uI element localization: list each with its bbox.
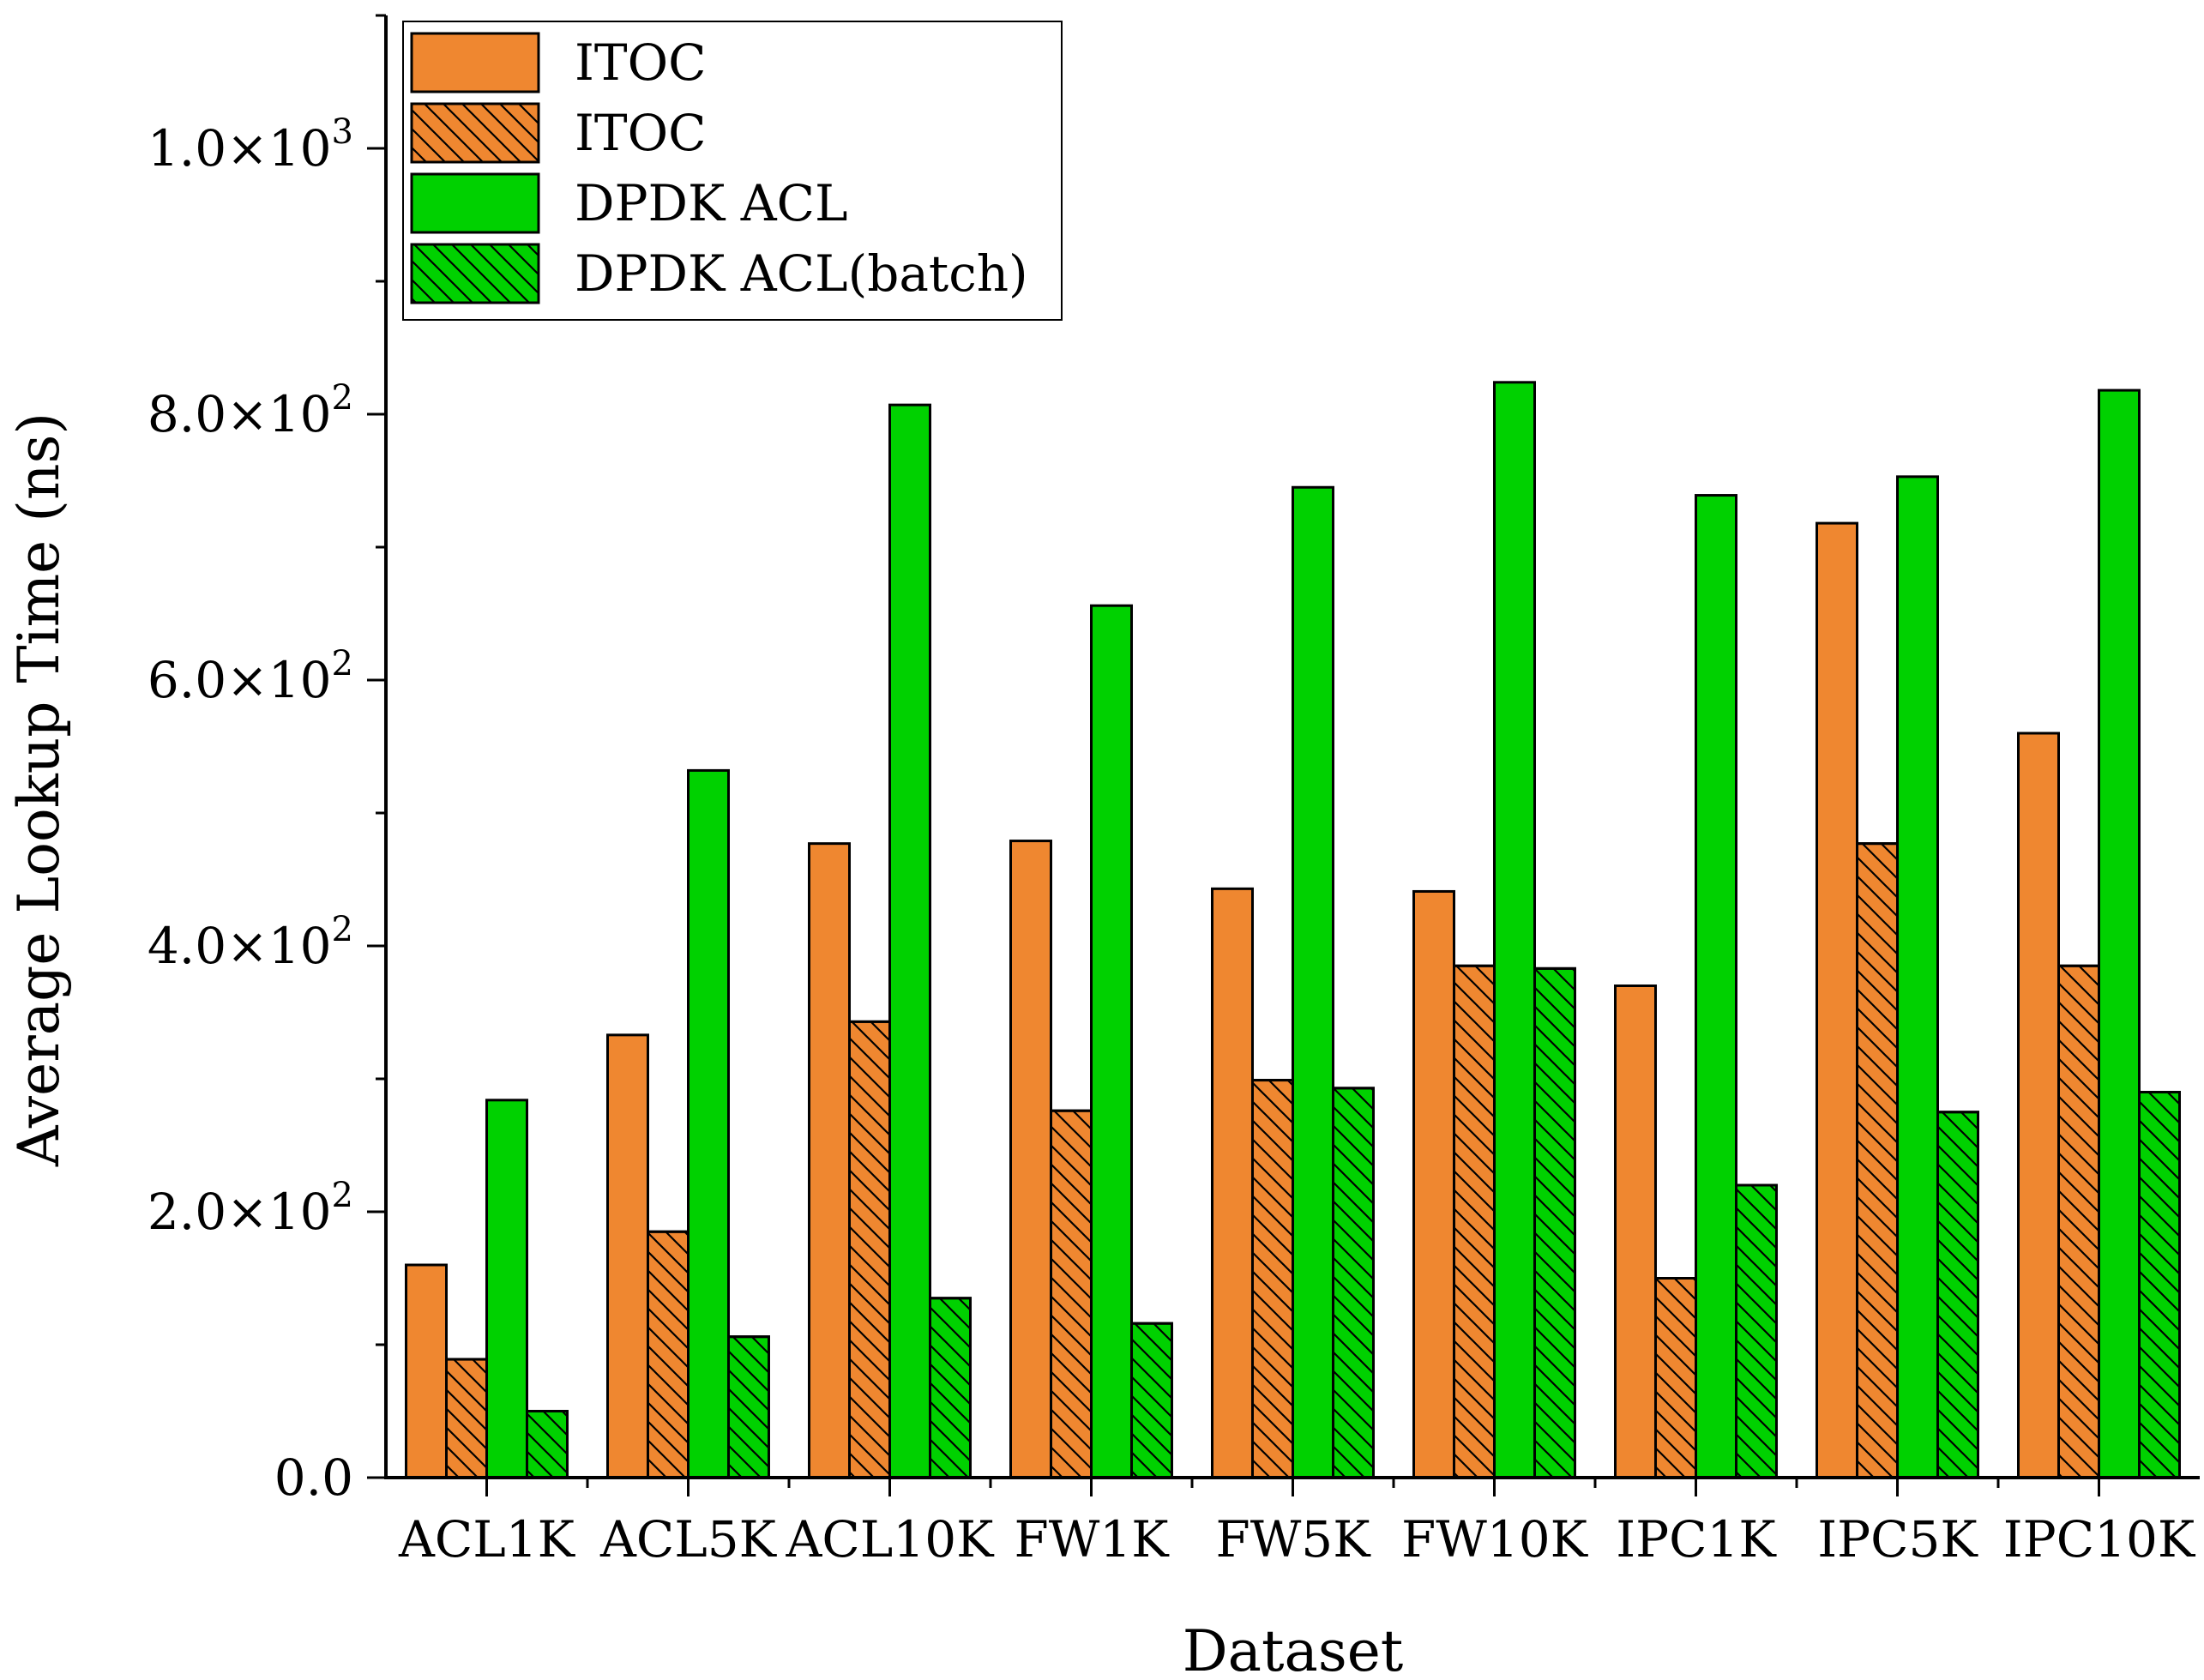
bar-acl10k-series-3: [888, 403, 931, 1479]
legend: ITOC ITOC DPDK ACL DPDK ACL(batch): [402, 21, 1063, 321]
x-tick-label: FW1K: [1014, 1510, 1170, 1569]
bar-fw10k-series-1: [1412, 889, 1455, 1479]
bar-ipc1k-series-1: [1614, 985, 1657, 1479]
x-tick-label: IPC10K: [2003, 1510, 2196, 1569]
legend-label-1: ITOC: [575, 33, 707, 92]
bar-fw10k-series-3: [1493, 381, 1536, 1479]
bar-acl10k-series-1: [808, 842, 851, 1479]
y-tick-label: 4.0×102: [148, 910, 353, 975]
legend-swatch-hatch-2: [410, 102, 540, 164]
bar-hatch-fw1k-series-2: [1050, 1109, 1093, 1479]
bar-ipc1k-series-3: [1695, 494, 1737, 1479]
y-axis-ticks: 0.0 2.0×102 4.0×102 6.0×102 8.0×102 1.0×103: [148, 14, 386, 1507]
bar-hatch-acl10k-series-2: [848, 1020, 891, 1479]
bar-hatch-ipc10k-series-4: [2138, 1091, 2181, 1479]
bar-acl1k-series-3: [485, 1099, 528, 1479]
y-axis-title: Average Lookup Time (ns): [6, 412, 72, 1167]
bar-hatch-acl5k-series-4: [727, 1335, 770, 1479]
bar-hatch-ipc1k-series-4: [1735, 1183, 1778, 1479]
y-tick-label: 0.0: [274, 1448, 353, 1507]
x-axis-title: Dataset: [1183, 1618, 1404, 1680]
bar-hatch-ipc1k-series-2: [1654, 1277, 1697, 1479]
x-tick-label: FW5K: [1215, 1510, 1371, 1569]
legend-swatch-3: [410, 172, 540, 234]
legend-label-2: ITOC: [575, 104, 707, 162]
bar-hatch-acl1k-series-2: [445, 1358, 488, 1479]
x-tick-label: FW10K: [1401, 1510, 1589, 1569]
bar-hatch-fw10k-series-4: [1533, 966, 1576, 1479]
bar-hatch-acl10k-series-4: [929, 1297, 972, 1479]
x-axis-ticks: ACL1K ACL5K ACL10K FW1K FW5K FW10K IPC1K IPC5K I…: [398, 1478, 2196, 1569]
bar-hatch-ipc5k-series-4: [1936, 1111, 1979, 1479]
bar-hatch-fw5k-series-2: [1251, 1079, 1294, 1479]
x-tick-label: IPC5K: [1817, 1510, 1978, 1569]
x-tick-label: ACL10K: [786, 1510, 996, 1569]
bar-hatch-acl5k-series-2: [647, 1230, 690, 1479]
bar-hatch-fw10k-series-2: [1453, 964, 1496, 1479]
bar-fw1k-series-1: [1009, 840, 1052, 1479]
legend-swatch-1: [410, 32, 540, 93]
x-tick-label: ACL5K: [599, 1510, 778, 1569]
legend-swatch-hatch-4: [410, 243, 540, 304]
bar-ipc5k-series-1: [1816, 521, 1858, 1479]
bars-group: [405, 381, 2181, 1479]
bar-acl5k-series-1: [606, 1033, 649, 1479]
y-tick-label: 2.0×102: [148, 1176, 353, 1241]
bar-ipc10k-series-3: [2098, 388, 2141, 1479]
y-tick-label: 6.0×102: [148, 644, 353, 709]
bar-hatch-ipc10k-series-2: [2057, 964, 2100, 1479]
x-tick-label: ACL1K: [398, 1510, 576, 1569]
y-tick-label: 8.0×102: [148, 378, 353, 443]
y-tick-label: 1.0×103: [148, 112, 353, 178]
bar-hatch-fw1k-series-4: [1130, 1322, 1173, 1479]
bar-hatch-ipc5k-series-2: [1856, 842, 1899, 1479]
x-tick-label: IPC1K: [1616, 1510, 1777, 1569]
bar-acl5k-series-3: [687, 768, 730, 1479]
bar-acl1k-series-1: [405, 1263, 448, 1479]
bar-fw5k-series-3: [1292, 485, 1334, 1479]
legend-label-3: DPDK ACL: [575, 174, 848, 232]
legend-label-4: DPDK ACL(batch): [575, 244, 1028, 303]
bar-ipc5k-series-3: [1896, 475, 1939, 1479]
bar-fw1k-series-3: [1090, 604, 1133, 1479]
bar-ipc10k-series-1: [2017, 732, 2060, 1479]
bar-hatch-acl1k-series-4: [526, 1410, 569, 1479]
bar-fw5k-series-1: [1211, 887, 1254, 1479]
bar-hatch-fw5k-series-4: [1332, 1087, 1375, 1479]
